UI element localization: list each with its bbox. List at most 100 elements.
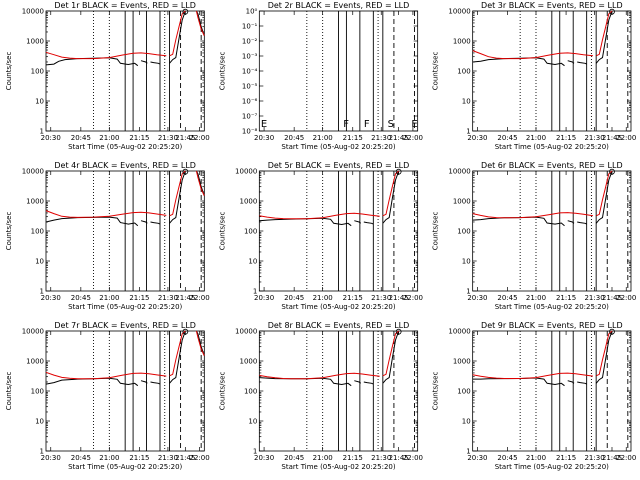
panel-title: Det 3r BLACK = Events, RED = LLD [481,1,623,10]
y-tick-label: 1000 [26,38,44,46]
panel-det-4: Det 4r BLACK = Events, RED = LLD 1 10 100 10… [5,161,210,311]
x-tick-label: 21:45 [175,134,195,142]
x-tick-label: 20:45 [71,454,91,462]
series-lld-line [382,170,400,217]
x-tick-label: 20:30 [254,454,274,462]
series-events-line [169,331,186,384]
y-tick-label: 1000 [240,358,258,366]
y-tick-label: 1 [466,288,470,296]
peak-marker [609,8,615,15]
x-tick-label: 21:00 [99,294,119,302]
y-tick-label: 10000 [448,328,470,336]
x-tick-label: 20:45 [284,454,304,462]
x-tick-label: 21:45 [602,134,622,142]
panel-det-2: Det 2r BLACK = Events, RED = LLD 10⁻⁸ 10⁻⁷… [218,1,423,151]
y-tick-label: 1000 [240,198,258,206]
series-events-line [150,221,161,225]
y-tick-label: 1 [466,128,470,136]
x-tick-label: 21:45 [175,294,195,302]
series-events-line [567,380,575,384]
y-tick-label: 10000 [235,328,257,336]
flag-letter: E [411,119,417,130]
panel-title: Det 4r BLACK = Events, RED = LLD [54,161,196,170]
x-tick-label: 20:45 [497,294,517,302]
y-tick-label: 1000 [453,198,471,206]
panel-title: Det 7r BLACK = Events, RED = LLD [54,321,196,330]
y-tick-label: 10 [35,418,44,426]
x-tick-label: 21:15 [129,294,149,302]
x-tick-label: 21:30 [158,134,178,142]
x-tick-label: 21:45 [602,454,622,462]
series-events-line [577,381,587,385]
y-tick-label: 1 [253,448,257,456]
y-tick-label: 1000 [453,38,471,46]
x-axis-label: Start Time (05-Aug-02 20:25:20) [68,143,182,151]
series-lld-line [472,50,594,60]
x-axis-label: Start Time (05-Aug-02 20:25:20) [68,303,182,311]
x-tick-label: 21:00 [99,134,119,142]
x-axis-label: Start Time (05-Aug-02 20:25:20) [68,463,182,471]
y-tick-label: 10000 [22,328,44,336]
x-tick-label: 22:00 [189,134,209,142]
x-tick-label: 21:45 [389,134,409,142]
series-events-line [45,216,139,227]
y-tick-label: 1 [40,448,44,456]
x-tick-label: 20:45 [71,134,91,142]
y-tick-label: 10 [462,258,471,266]
series-lld-line [259,212,380,220]
x-tick-label: 21:30 [158,294,178,302]
series-events-line [577,221,587,225]
flag-letter: F [364,119,370,130]
y-tick-label: 10⁻⁴ [242,68,258,76]
x-tick-label: 21:00 [526,454,546,462]
x-tick-label: 21:15 [129,134,149,142]
y-tick-label: 10⁰ [246,8,258,16]
y-tick-label: 10⁻⁸ [242,128,258,136]
x-tick-label: 20:30 [254,134,274,142]
y-tick-label: 10000 [448,168,470,176]
x-tick-label: 20:45 [497,134,517,142]
series-lld-line [595,170,613,217]
panel-det-5: Det 5r BLACK = Events, RED = LLD 1 10 100 10… [218,161,423,311]
series-events-line [567,220,575,224]
x-tick-label: 20:45 [284,134,304,142]
peak-marker [182,8,189,15]
series-events-line [140,60,148,64]
peak-marker [609,168,615,175]
x-tick-label: 20:30 [41,454,61,462]
series-lld-line [259,372,380,380]
x-tick-label: 21:00 [313,134,333,142]
panel-det-7: Det 7r BLACK = Events, RED = LLD 1 10 100 10… [5,321,210,471]
y-tick-label: 10⁻² [242,38,258,46]
x-tick-label: 22:00 [403,294,423,302]
panel-title: Det 6r BLACK = Events, RED = LLD [481,161,623,170]
x-tick-label: 20:30 [467,454,487,462]
series-events-line [472,216,565,227]
x-tick-label: 20:30 [254,294,274,302]
series-events-line [354,380,362,384]
x-tick-label: 20:45 [497,454,517,462]
y-tick-label: 100 [244,388,257,396]
x-tick-label: 20:45 [284,294,304,302]
peak-marker [182,328,189,335]
series-events-line [140,380,148,384]
series-events-line [169,11,186,64]
series-events-line [567,60,575,64]
x-tick-label: 21:15 [556,134,576,142]
panel-title: Det 1r BLACK = Events, RED = LLD [54,1,196,10]
series-events-line [595,171,613,224]
x-tick-label: 22:00 [403,134,423,142]
x-tick-label: 22:00 [616,134,636,142]
y-tick-label: 1000 [453,358,471,366]
x-tick-label: 21:45 [389,454,409,462]
peak-marker [395,328,402,335]
series-lld-line [195,170,205,196]
x-tick-label: 22:00 [189,454,209,462]
y-axis-label: Counts/sec [432,212,440,251]
x-tick-label: 22:00 [616,454,636,462]
peak-marker [182,168,189,175]
panel-title: Det 9r BLACK = Events, RED = LLD [481,321,623,330]
series-events-line [259,217,352,227]
x-tick-label: 20:30 [41,134,61,142]
x-tick-label: 21:30 [158,454,178,462]
